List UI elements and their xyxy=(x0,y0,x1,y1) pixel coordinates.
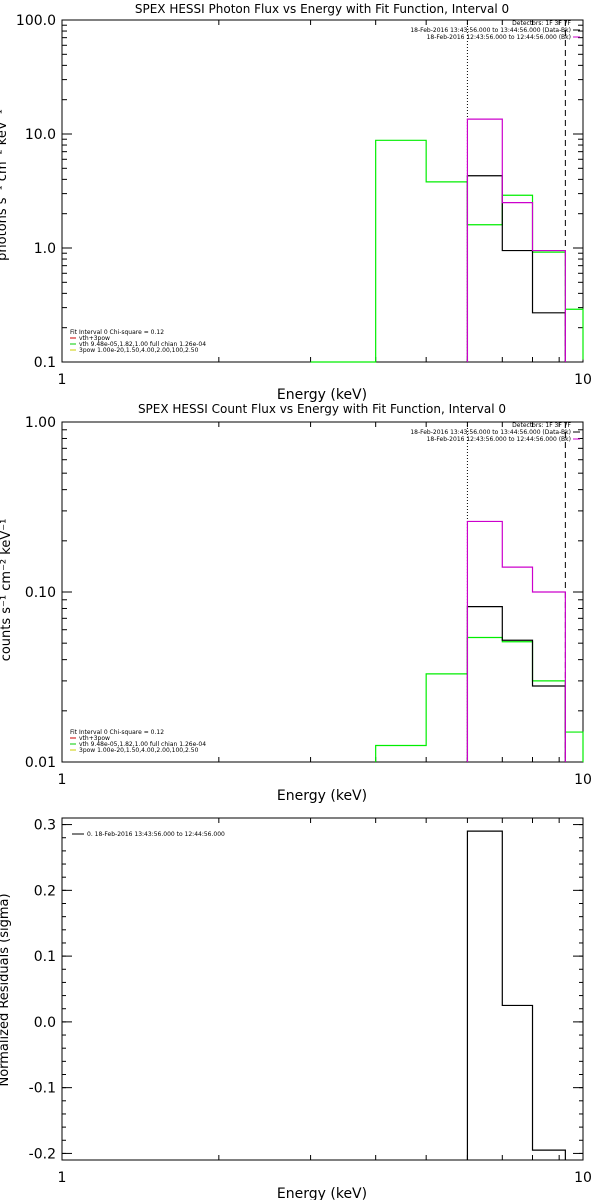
legend-entry: Detectors: 1F 3F 7F xyxy=(512,20,571,27)
x-tick-label: 10 xyxy=(574,372,592,388)
legend-entry: 18-Feb-2016 12:43:56.000 to 12:44:56.000… xyxy=(427,436,571,443)
plot-frame xyxy=(61,19,584,363)
panel-title: SPEX HESSI Count Flux vs Energy with Fit… xyxy=(138,402,506,416)
count-flux-panel: SPEX HESSI Count Flux vs Energy with Fit… xyxy=(0,402,592,804)
x-tick-label: 1 xyxy=(58,1170,67,1186)
y-tick-label: 1.0 xyxy=(34,241,56,257)
y-tick-label: 0.1 xyxy=(34,949,56,965)
x-axis-label: Energy (keV) xyxy=(277,1186,367,1200)
legend-entry: 18-Feb-2016 12:43:56.000 to 12:44:56.000… xyxy=(427,34,571,41)
legend-entry: vth+3pow xyxy=(79,335,110,342)
photon-flux-panel: SPEX HESSI Photon Flux vs Energy with Fi… xyxy=(0,2,592,403)
y-axis-label: Normalized Residuals (sigma) xyxy=(0,893,12,1086)
y-axis-label: photons s⁻¹ cm⁻² keV⁻¹ xyxy=(0,109,10,261)
legend-entry: Fit Interval 0 Chi-square = 0.12 xyxy=(70,729,164,736)
y-axis-label: counts s⁻¹ cm⁻² keV⁻¹ xyxy=(0,519,14,662)
legend-entry: vth+3pow xyxy=(79,735,110,742)
y-tick-label: 10.0 xyxy=(25,127,56,143)
y-tick-label: -0.2 xyxy=(29,1146,56,1162)
legend-entry: Fit Interval 0 Chi-square = 0.12 xyxy=(70,329,164,336)
histogram-series xyxy=(310,139,584,363)
x-tick-label: 1 xyxy=(58,372,67,388)
legend-entry: Detectors: 1F 3F 7F xyxy=(512,422,571,429)
y-tick-label: 0.2 xyxy=(34,883,56,899)
legend-entry: 18-Feb-2016 13:43:56.000 to 13:44:56.000… xyxy=(410,27,571,34)
y-tick-label: 100.0 xyxy=(16,13,56,29)
histogram-series xyxy=(466,520,566,762)
residuals-panel: Energy (keV) Normalized Residuals (sigma… xyxy=(0,817,592,1200)
legend-entry: 0. 18-Feb-2016 13:43:56.000 to 12:44:56.… xyxy=(87,831,225,838)
x-tick-label: 10 xyxy=(574,772,592,788)
legend-entry: vth 9.48e-05,1.82,1.00 full chian 1.26e-… xyxy=(79,741,206,748)
x-axis-label: Energy (keV) xyxy=(277,788,367,804)
x-axis-label: Energy (keV) xyxy=(277,387,367,403)
x-tick-label: 10 xyxy=(574,1170,592,1186)
y-tick-label: 0.10 xyxy=(25,585,56,601)
legend-entry: 3pow 1.00e-20,1.50,4.00,2.00,100,2.50 xyxy=(79,747,199,754)
y-tick-label: 0.0 xyxy=(34,1015,56,1031)
histogram-series xyxy=(466,118,566,362)
y-tick-label: 1.00 xyxy=(25,415,56,431)
legend-entry: vth 9.48e-05,1.82,1.00 full chian 1.26e-… xyxy=(79,341,206,348)
histogram-series xyxy=(466,175,566,362)
histogram-series xyxy=(466,830,566,1160)
histogram-series xyxy=(466,606,566,762)
y-tick-label: -0.1 xyxy=(29,1081,56,1097)
y-tick-label: 0.1 xyxy=(34,355,56,371)
y-tick-label: 0.01 xyxy=(25,755,56,771)
x-tick-label: 1 xyxy=(58,772,67,788)
plot-frame xyxy=(61,421,584,763)
histogram-series xyxy=(375,636,584,762)
panel-title: SPEX HESSI Photon Flux vs Energy with Fi… xyxy=(135,2,509,16)
legend-entry: 18-Feb-2016 13:43:56.000 to 13:44:56.000… xyxy=(410,429,571,436)
plot-frame xyxy=(61,817,584,1161)
y-tick-label: 0.3 xyxy=(34,818,56,834)
legend-entry: 3pow 1.00e-20,1.50,4.00,2.00,100,2.50 xyxy=(79,347,199,354)
